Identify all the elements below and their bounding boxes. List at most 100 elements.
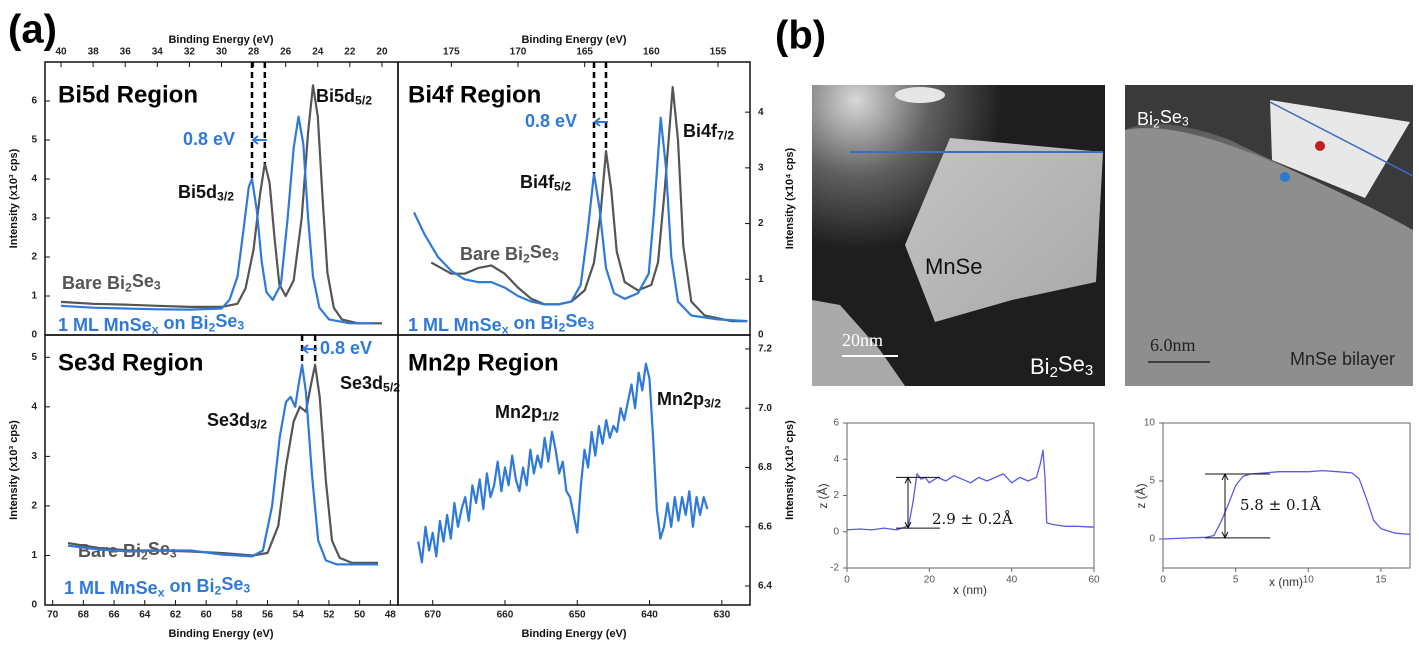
annotation: 2.9 ± 0.2Å xyxy=(932,510,1013,528)
annotation: Bi4f7/2 xyxy=(683,121,734,143)
x-tick-label: 22 xyxy=(344,47,356,58)
y-tick-label: 0 xyxy=(1149,534,1155,545)
text-part: on Bi xyxy=(159,313,209,333)
image-label: 6.0nm xyxy=(1150,335,1196,355)
x-tick-label: 38 xyxy=(88,47,100,58)
subscript: 3/2 xyxy=(704,397,721,411)
annotation: Mn2p3/2 xyxy=(657,389,721,411)
x-tick-label: 20 xyxy=(924,575,936,586)
y-tick-label: -2 xyxy=(830,563,839,574)
x-axis-label: Binding Energy (eV) xyxy=(521,34,626,46)
legend-entry: 1 ML MnSex on Bi2Se3 xyxy=(408,311,594,337)
x-tick-label: 670 xyxy=(424,610,441,621)
x-tick-label: 40 xyxy=(55,47,67,58)
legend-entry: Bare Bi2Se3 xyxy=(460,242,559,266)
y-tick-label: 0 xyxy=(833,526,839,537)
text-part: 0.8 eV xyxy=(525,111,577,131)
x-tick-label: 24 xyxy=(312,47,324,58)
x-axis-label: Binding Energy (eV) xyxy=(521,628,626,640)
x-tick-label: 54 xyxy=(293,610,305,621)
x-tick-label: 40 xyxy=(1006,575,1018,586)
series-line xyxy=(414,118,747,321)
annotation: 0.8 eV xyxy=(525,111,577,131)
chart-title: Mn2p Region xyxy=(408,349,559,376)
text-part: 5.8 ± 0.1Å xyxy=(1240,496,1321,514)
subscript: 3 xyxy=(154,279,161,293)
x-tick-label: 15 xyxy=(1375,575,1387,586)
x-tick-label: 650 xyxy=(569,610,586,621)
x-tick-label: 66 xyxy=(109,610,121,621)
subscript: 3 xyxy=(552,250,559,264)
x-tick-label: 64 xyxy=(139,610,151,621)
x-tick-label: 170 xyxy=(510,47,527,58)
text-part: Bare Bi xyxy=(62,273,125,293)
figure: (a) (b) MnSe20nmBi2Se3Bi2Se36.0nmMnSe bi… xyxy=(0,0,1419,643)
text-part: 0.8 eV xyxy=(320,338,372,358)
text-part: 1 ML MnSe xyxy=(408,315,502,335)
subscript: 3 xyxy=(243,581,250,595)
y-tick-label: 6 xyxy=(833,418,839,429)
y-axis-label: z (Å) xyxy=(815,483,830,508)
y-tick-label: 4 xyxy=(31,174,37,185)
x-tick-label: 28 xyxy=(248,47,260,58)
text-part: Se3d xyxy=(207,410,250,430)
text-part: on Bi xyxy=(509,313,559,333)
series-line xyxy=(68,365,378,563)
y-tick-label: 4 xyxy=(758,107,764,118)
y-tick-label: 7.2 xyxy=(758,344,772,355)
y-tick-label: 0 xyxy=(31,330,37,341)
x-tick-label: 36 xyxy=(120,47,132,58)
text-part: Bare Bi xyxy=(460,244,523,264)
y-tick-label: 5 xyxy=(31,135,37,146)
y-tick-label: 2 xyxy=(758,218,764,229)
panel-label: (b) xyxy=(775,14,826,58)
x-axis-label: Binding Energy (eV) xyxy=(168,34,273,46)
text-part: Bi xyxy=(1137,109,1153,129)
x-tick-label: 640 xyxy=(641,610,658,621)
y-tick-label: 5 xyxy=(31,352,37,363)
text-part: Se xyxy=(530,242,552,262)
text-part: Bi4f xyxy=(520,172,555,192)
y-tick-label: 6.6 xyxy=(758,521,772,532)
subscript: 5/2 xyxy=(355,94,372,108)
annotation: 5.8 ± 0.1Å xyxy=(1240,496,1321,514)
text-part: Mn2p xyxy=(657,389,704,409)
x-tick-label: 26 xyxy=(280,47,292,58)
x-tick-label: 30 xyxy=(216,47,228,58)
annotation: 0.8 eV xyxy=(320,338,372,358)
chart-title: Se3d Region xyxy=(58,349,203,376)
x-tick-label: 175 xyxy=(443,47,460,58)
y-axis-label: Intensity (x10³ cps) xyxy=(8,420,20,520)
annotation: Mn2p1/2 xyxy=(495,402,559,424)
x-tick-label: 160 xyxy=(643,47,660,58)
text-part: 6.0nm xyxy=(1150,335,1196,355)
x-axis-label: x (nm) xyxy=(1269,575,1303,589)
subscript: 3/2 xyxy=(250,418,267,432)
subscript: 7/2 xyxy=(717,129,734,143)
subscript: 1/2 xyxy=(542,410,559,424)
chart-title: Bi4f Region xyxy=(408,81,541,108)
y-tick-label: 7.0 xyxy=(758,403,772,414)
x-tick-label: 32 xyxy=(184,47,196,58)
y-tick-label: 2 xyxy=(31,501,37,512)
image-label: 20nm xyxy=(842,330,883,350)
subscript: 3 xyxy=(170,547,177,561)
annotation: Bi4f5/2 xyxy=(520,172,571,194)
x-tick-label: 0 xyxy=(844,575,850,586)
x-tick-label: 68 xyxy=(78,610,90,621)
y-tick-label: 4 xyxy=(31,401,37,412)
x-tick-label: 52 xyxy=(323,610,335,621)
annotation: Se3d5/2 xyxy=(340,373,400,395)
x-tick-label: 70 xyxy=(47,610,59,621)
y-tick-label: 1 xyxy=(31,291,37,302)
subscript: 3 xyxy=(587,318,594,332)
y-tick-label: 6.8 xyxy=(758,462,772,473)
x-tick-label: 660 xyxy=(497,610,514,621)
subscript: 3/2 xyxy=(217,190,234,204)
annotation: 0.8 eV xyxy=(183,129,235,149)
text-part: Se xyxy=(1160,107,1182,127)
text-part: Se xyxy=(148,539,170,559)
annotation: Bi5d5/2 xyxy=(316,86,372,108)
text-part: 0.8 eV xyxy=(183,129,235,149)
x-axis-label: Binding Energy (eV) xyxy=(168,628,273,640)
